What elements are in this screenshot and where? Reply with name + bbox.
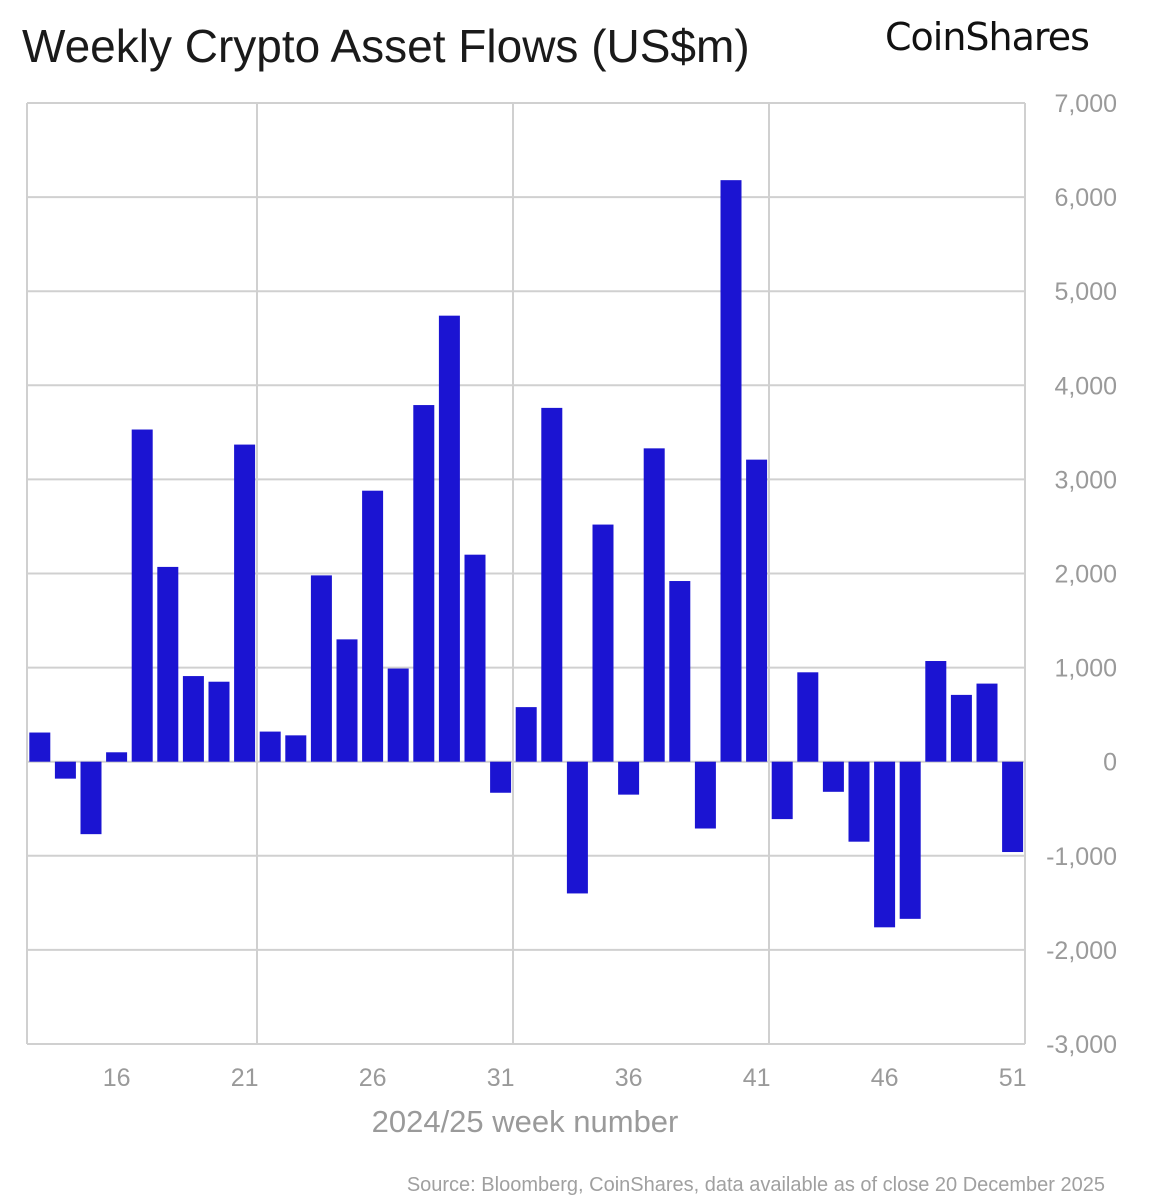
bar-week-37 bbox=[643, 448, 665, 762]
bar-week-26 bbox=[362, 490, 384, 762]
x-axis-ticks: 16 21 26 31 36 41 46 51 bbox=[103, 1064, 1027, 1092]
bar-week-17 bbox=[131, 429, 153, 762]
bar-week-42 bbox=[771, 761, 793, 820]
bar-week-44 bbox=[822, 761, 844, 792]
y-tick-label: 5,000 bbox=[1054, 278, 1117, 306]
bar-week-33 bbox=[541, 407, 563, 762]
x-tick-label: 21 bbox=[231, 1064, 259, 1092]
coinshares-logo: CoinShares bbox=[885, 15, 1089, 59]
bar-week-36 bbox=[618, 761, 640, 795]
bar-week-14 bbox=[54, 761, 76, 779]
bar-week-41 bbox=[746, 459, 768, 762]
bar-week-43 bbox=[797, 672, 819, 762]
y-tick-label: 3,000 bbox=[1054, 466, 1117, 494]
bar-week-39 bbox=[694, 761, 716, 829]
bar-week-34 bbox=[566, 761, 588, 894]
bar-week-31 bbox=[490, 761, 512, 793]
bar-week-18 bbox=[157, 566, 179, 762]
bar-week-15 bbox=[80, 761, 102, 835]
bar-week-40 bbox=[720, 180, 742, 762]
y-axis-ticks: 7,000 6,000 5,000 4,000 3,000 2,000 1,000 0 -1,0… bbox=[1046, 90, 1117, 1059]
bar-week-25 bbox=[336, 639, 358, 762]
bar-week-35 bbox=[592, 524, 614, 762]
bar-week-13 bbox=[29, 732, 51, 762]
y-tick-label: 6,000 bbox=[1054, 184, 1117, 212]
bar-week-46 bbox=[874, 761, 896, 928]
bar-week-20 bbox=[208, 681, 230, 762]
bar-week-48 bbox=[925, 661, 947, 762]
y-tick-label: -1,000 bbox=[1046, 843, 1117, 871]
bar-week-38 bbox=[669, 581, 691, 762]
source-note: Source: Bloomberg, CoinShares, data avai… bbox=[407, 1174, 1105, 1196]
bar-week-16 bbox=[106, 752, 128, 762]
x-tick-label: 41 bbox=[743, 1064, 771, 1092]
bar-week-23 bbox=[285, 735, 307, 762]
bar-week-45 bbox=[848, 761, 870, 842]
bar-week-49 bbox=[950, 694, 972, 762]
bar-week-24 bbox=[310, 575, 332, 762]
y-tick-label: -2,000 bbox=[1046, 937, 1117, 965]
bars bbox=[29, 180, 1024, 928]
bar-week-51 bbox=[1002, 761, 1024, 853]
y-tick-label: 0 bbox=[1103, 749, 1117, 777]
y-tick-label: 4,000 bbox=[1054, 372, 1117, 400]
bar-week-32 bbox=[515, 707, 537, 762]
bar-week-29 bbox=[438, 315, 460, 762]
y-tick-label: 7,000 bbox=[1054, 90, 1117, 118]
chart-title: Weekly Crypto Asset Flows (US$m) bbox=[22, 20, 750, 72]
bar-week-30 bbox=[464, 554, 486, 762]
bar-week-22 bbox=[259, 731, 281, 762]
y-tick-label: 1,000 bbox=[1054, 655, 1117, 683]
y-tick-label: -3,000 bbox=[1046, 1031, 1117, 1059]
x-tick-label: 26 bbox=[359, 1064, 387, 1092]
x-tick-label: 51 bbox=[999, 1064, 1027, 1092]
bar-week-27 bbox=[387, 668, 409, 762]
x-tick-label: 36 bbox=[615, 1064, 643, 1092]
bar-week-47 bbox=[899, 761, 921, 919]
bar-week-21 bbox=[234, 444, 256, 762]
bar-week-19 bbox=[182, 676, 204, 762]
grid bbox=[26, 102, 1026, 1045]
y-tick-label: 2,000 bbox=[1054, 561, 1117, 589]
x-axis-label: 2024/25 week number bbox=[372, 1104, 679, 1139]
x-tick-label: 31 bbox=[487, 1064, 515, 1092]
x-tick-label: 46 bbox=[871, 1064, 899, 1092]
bar-week-50 bbox=[976, 683, 998, 762]
x-tick-label: 16 bbox=[103, 1064, 131, 1092]
bar-week-28 bbox=[413, 405, 435, 762]
